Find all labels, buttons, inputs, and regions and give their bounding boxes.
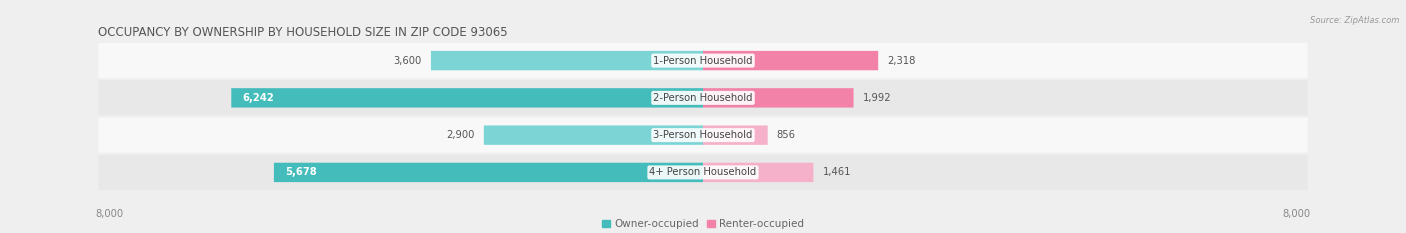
FancyBboxPatch shape xyxy=(703,125,768,145)
Text: Source: ZipAtlas.com: Source: ZipAtlas.com xyxy=(1309,16,1399,25)
FancyBboxPatch shape xyxy=(703,88,853,108)
FancyBboxPatch shape xyxy=(98,118,1308,153)
Text: 5,678: 5,678 xyxy=(285,168,316,177)
Legend: Owner-occupied, Renter-occupied: Owner-occupied, Renter-occupied xyxy=(598,215,808,233)
FancyBboxPatch shape xyxy=(274,163,703,182)
Text: 6,242: 6,242 xyxy=(243,93,274,103)
Text: OCCUPANCY BY OWNERSHIP BY HOUSEHOLD SIZE IN ZIP CODE 93065: OCCUPANCY BY OWNERSHIP BY HOUSEHOLD SIZE… xyxy=(98,26,508,39)
Text: 856: 856 xyxy=(776,130,796,140)
FancyBboxPatch shape xyxy=(432,51,703,70)
Text: 1-Person Household: 1-Person Household xyxy=(654,56,752,65)
FancyBboxPatch shape xyxy=(98,43,1308,78)
FancyBboxPatch shape xyxy=(703,163,814,182)
Text: 4+ Person Household: 4+ Person Household xyxy=(650,168,756,177)
FancyBboxPatch shape xyxy=(231,88,703,108)
Text: 1,992: 1,992 xyxy=(863,93,891,103)
Text: 8,000: 8,000 xyxy=(1282,209,1310,219)
Text: 8,000: 8,000 xyxy=(96,209,124,219)
Text: 2-Person Household: 2-Person Household xyxy=(654,93,752,103)
FancyBboxPatch shape xyxy=(98,80,1308,115)
Text: 3-Person Household: 3-Person Household xyxy=(654,130,752,140)
FancyBboxPatch shape xyxy=(98,155,1308,190)
Text: 2,318: 2,318 xyxy=(887,56,915,65)
FancyBboxPatch shape xyxy=(703,51,879,70)
Text: 3,600: 3,600 xyxy=(394,56,422,65)
Text: 1,461: 1,461 xyxy=(823,168,851,177)
Text: 2,900: 2,900 xyxy=(446,130,475,140)
FancyBboxPatch shape xyxy=(484,125,703,145)
